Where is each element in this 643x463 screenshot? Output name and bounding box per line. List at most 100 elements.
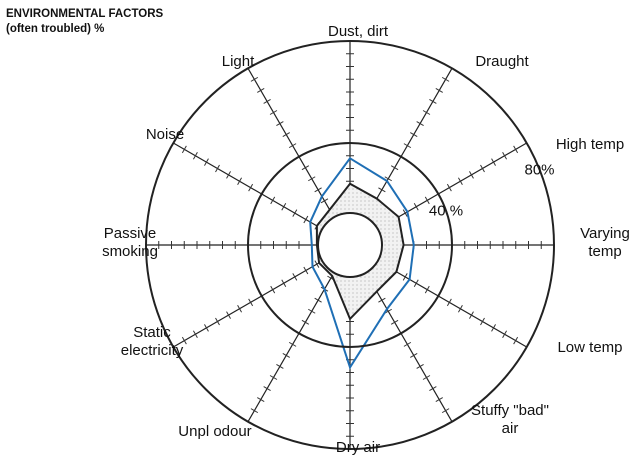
spoke-tick (390, 319, 399, 325)
spoke-tick (288, 143, 297, 149)
category-label: Noise (145, 126, 185, 143)
spoke-tick (435, 397, 443, 403)
spoke-tick (292, 273, 298, 281)
spoke-tick (441, 76, 450, 82)
spoke-tick (250, 408, 259, 414)
spoke (377, 142, 527, 230)
spoke-tick (402, 273, 408, 281)
spoke (365, 272, 453, 422)
spoke-tick (513, 336, 519, 345)
category-label: Draught (475, 53, 529, 70)
spoke-tick (314, 187, 322, 193)
spoke-tick (276, 121, 284, 126)
spoke-tick (281, 203, 287, 211)
spoke-tick (257, 397, 265, 403)
spoke-tick (215, 164, 220, 173)
spoke-tick (237, 305, 243, 313)
spoke-tick (314, 297, 322, 303)
spoke-tick (416, 364, 424, 369)
spoke-tick (303, 215, 309, 224)
spoke-tick (416, 121, 424, 126)
spoke (377, 260, 527, 348)
spoke-tick (403, 143, 412, 149)
spoke-tick (320, 198, 329, 204)
spoke-tick (215, 317, 220, 326)
spoke-tick (308, 308, 316, 314)
spoke-tick (457, 177, 463, 185)
spoke-tick (410, 352, 418, 358)
spoke-tick (491, 158, 496, 166)
spoke-tick (402, 209, 408, 217)
spoke-tick (288, 341, 297, 347)
spoke-tick (282, 352, 290, 358)
r-tick-label: 80% (524, 161, 555, 179)
chart-subtitle: (often troubled) % (6, 23, 105, 35)
spoke-tick (248, 183, 254, 192)
spoke-tick (422, 375, 431, 380)
spoke-tick (513, 145, 519, 154)
spoke-tick (237, 177, 243, 185)
category-label: Unpl odour (178, 423, 252, 440)
spoke-tick (192, 152, 198, 160)
spoke-tick (269, 110, 278, 115)
spoke-tick (424, 285, 430, 294)
spoke-tick (263, 386, 271, 391)
spoke-tick (413, 203, 419, 211)
spoke-tick (457, 305, 463, 313)
spoke-tick (502, 330, 508, 338)
spoke-tick (480, 317, 485, 326)
grid-circle (247, 142, 453, 348)
spoke-tick (226, 311, 231, 319)
spoke-tick (435, 87, 443, 93)
spoke-tick (429, 99, 437, 104)
spoke-tick (314, 260, 320, 268)
spoke-tick (281, 279, 287, 287)
spoke-tick (378, 187, 386, 193)
spoke-tick (422, 110, 431, 115)
spoke-tick (429, 386, 437, 391)
spoke-tick (378, 297, 386, 303)
spoke-tick (384, 308, 392, 314)
inner-circle (317, 212, 383, 278)
spoke-tick (181, 145, 187, 154)
spoke (247, 272, 335, 422)
spoke-tick (292, 209, 298, 217)
spoke-tick (226, 171, 231, 179)
category-label: Low temp (557, 339, 623, 356)
spoke-tick (269, 375, 278, 380)
spoke-tick (390, 165, 399, 171)
spoke-tick (270, 285, 276, 294)
spoke-tick (308, 176, 316, 182)
spoke-tick (257, 87, 265, 93)
spoke (173, 142, 323, 230)
spoke-tick (250, 76, 259, 82)
category-label: Light (221, 53, 255, 70)
spoke-tick (480, 164, 485, 173)
spoke-tick (303, 266, 309, 275)
category-label: Passive smoking (102, 225, 158, 260)
category-label: Dry air (335, 439, 381, 456)
spoke-tick (192, 330, 198, 338)
spoke-tick (384, 176, 392, 182)
spoke (365, 68, 453, 218)
chart-title: ENVIRONMENTAL FACTORS (6, 8, 164, 20)
spoke-tick (469, 171, 474, 179)
category-label: Dust, dirt (327, 23, 388, 40)
category-label: Stuffy "bad" air (471, 402, 549, 437)
spoke-tick (181, 336, 187, 345)
spoke-tick (301, 165, 310, 171)
spoke-tick (276, 364, 284, 369)
spoke-tick (491, 324, 496, 332)
spoke-tick (263, 99, 271, 104)
spoke-tick (204, 324, 209, 332)
spoke-tick (502, 152, 508, 160)
r-tick-label: 40 % (428, 202, 464, 220)
spoke-tick (424, 196, 430, 205)
spoke-tick (204, 158, 209, 166)
spoke (247, 68, 335, 218)
spoke-tick (301, 319, 310, 325)
category-label: Static electricity (120, 324, 184, 359)
spoke-tick (270, 196, 276, 205)
